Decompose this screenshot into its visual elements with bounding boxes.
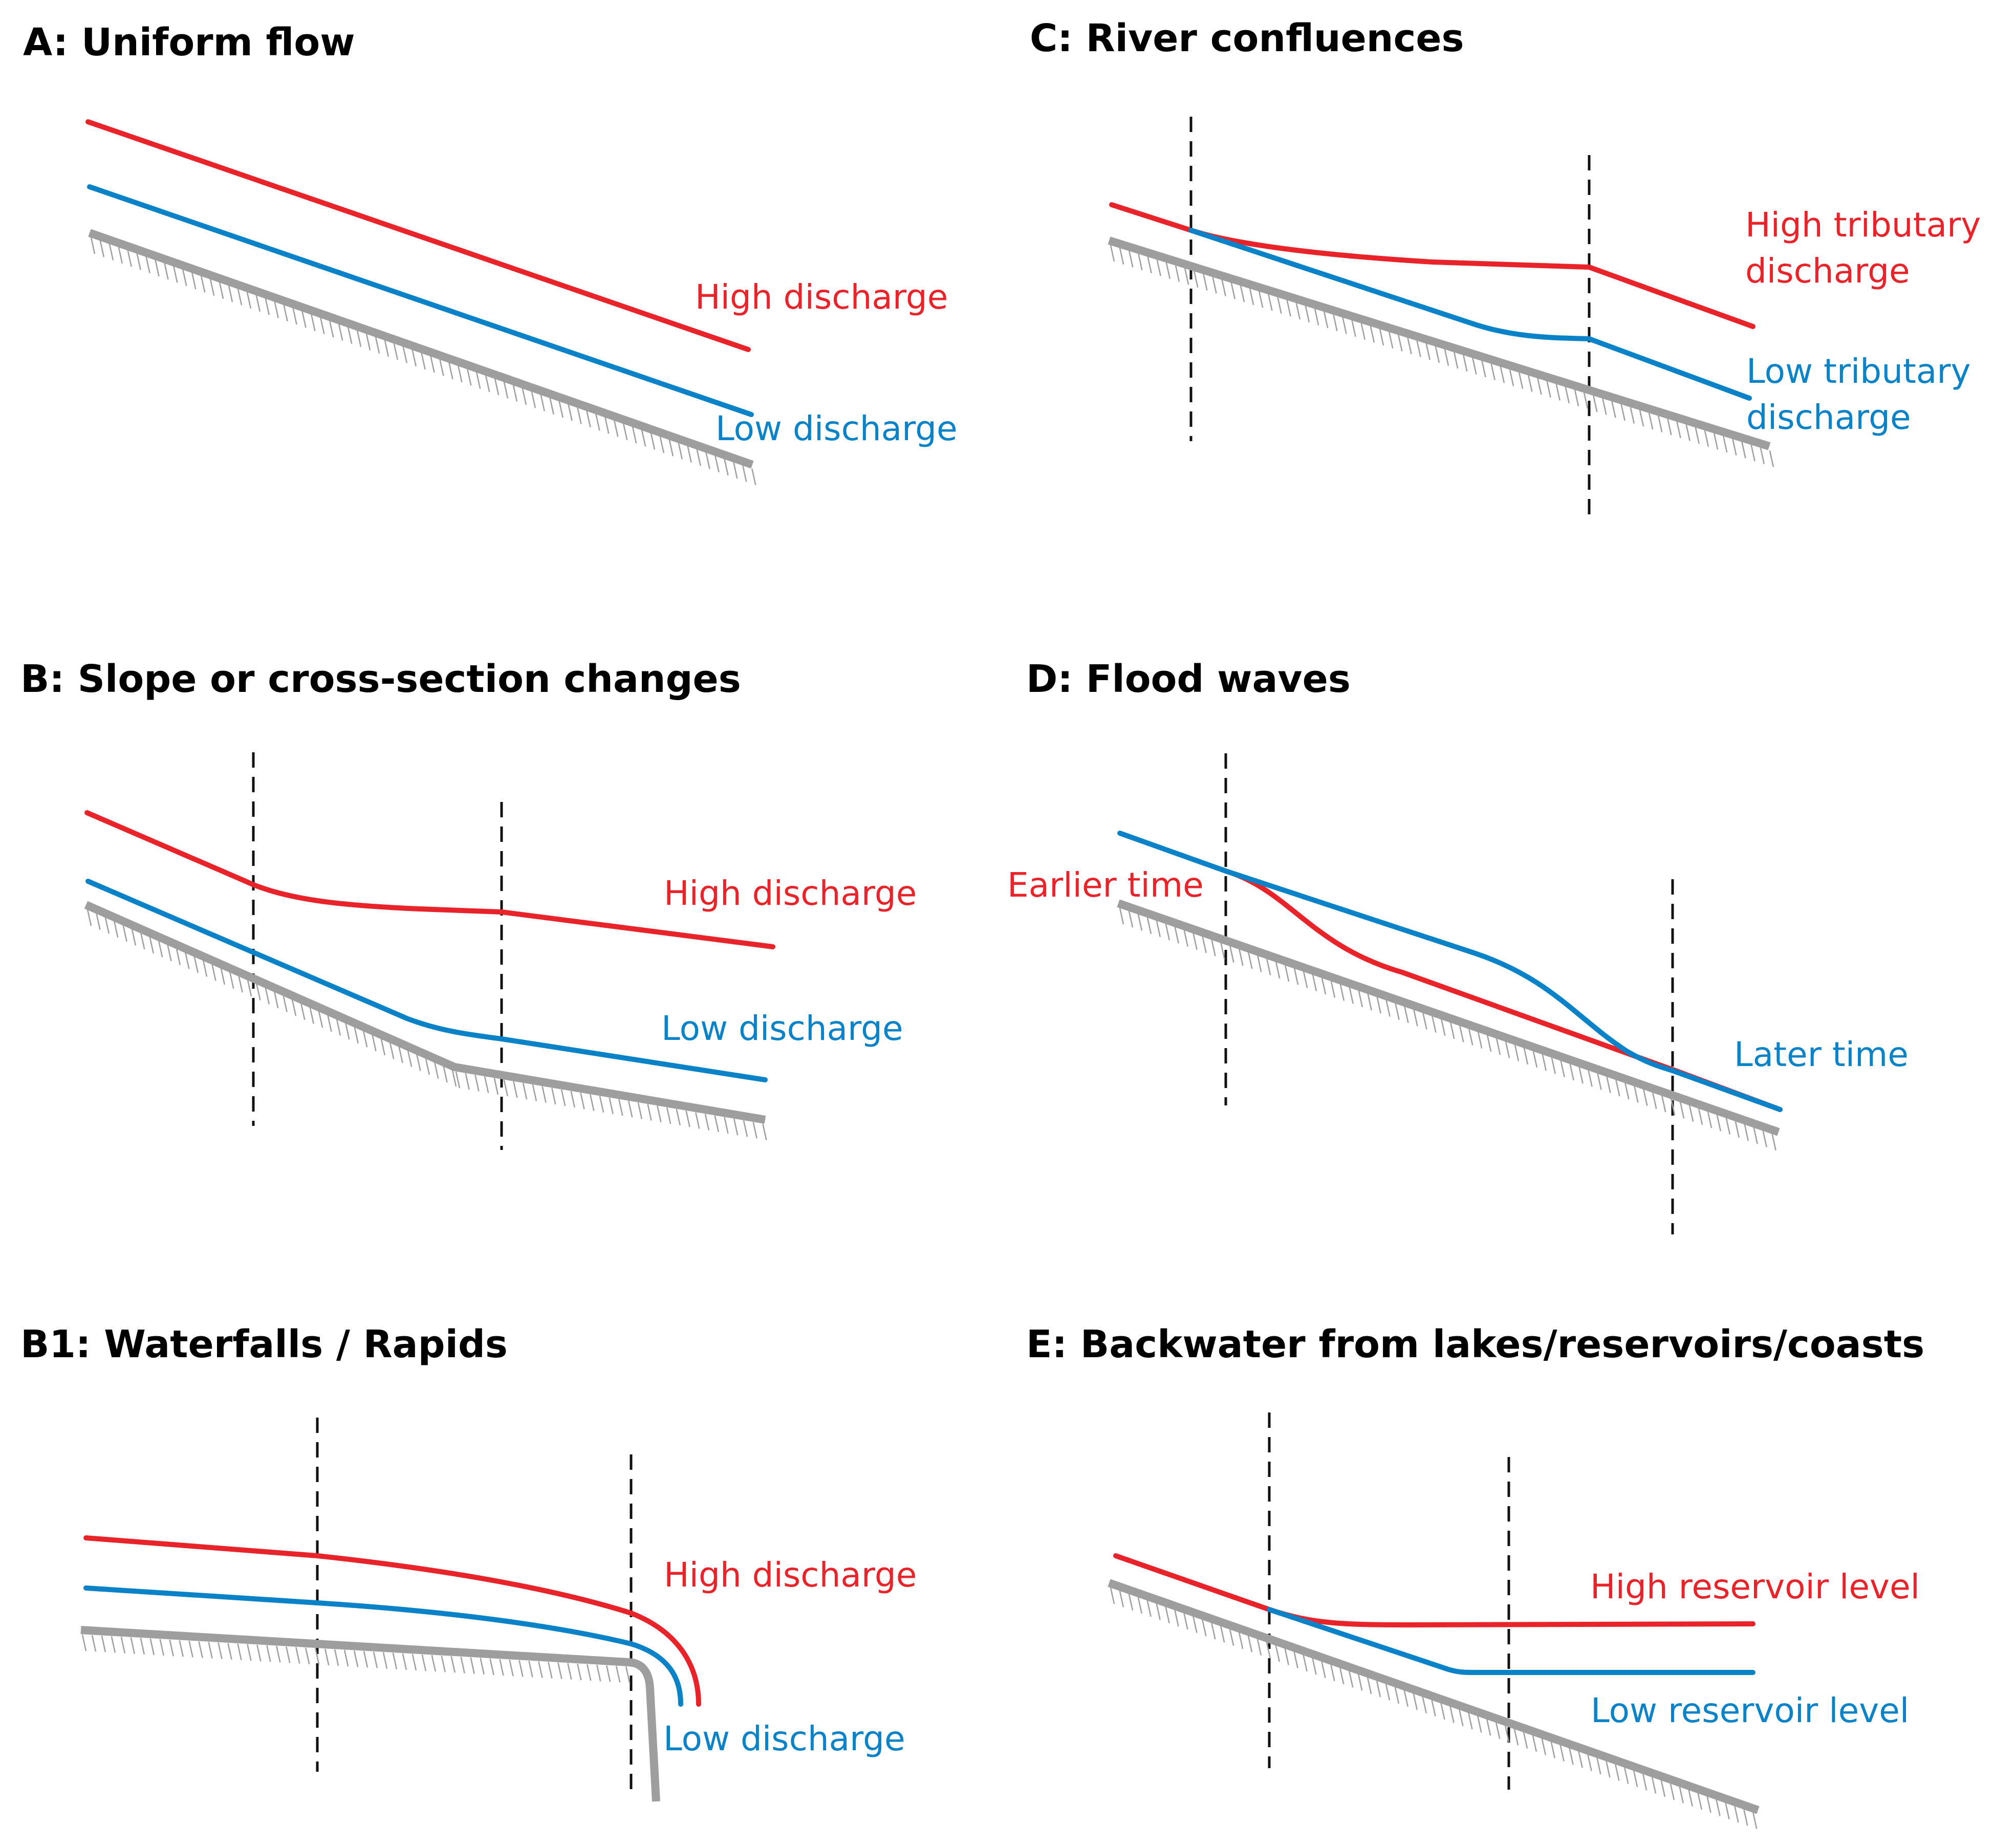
panel-a: A: Uniform flow High discharge Low disch… [23,20,958,485]
panel-b1-title: B1: Waterfalls / Rapids [20,1322,508,1366]
high-reservoir-level-label: High reservoir level [1590,1567,1920,1606]
low-discharge-label: Low discharge [716,409,958,448]
low-discharge-profile [83,1585,683,1707]
later-time-profile [1117,831,1783,1112]
panel-d: D: Flood waves Earlier time Later time [1007,657,1909,1234]
high-discharge-label: High discharge [695,277,948,317]
riverbed [1108,1579,1760,1829]
earlier-time-label: Earlier time [1007,865,1204,905]
low-reservoir-level-label: Low reservoir level [1591,1691,1909,1730]
panel-c-title: C: River confluences [1030,16,1464,60]
panel-b: B: Slope or cross-section changes High d… [20,657,917,1150]
panel-e: E: Backwater from lakes/reservoirs/coast… [1026,1322,1924,1829]
low-discharge-label: Low discharge [663,1719,905,1758]
low-discharge-label: Low discharge [661,1009,903,1048]
high-discharge-profile [84,810,775,949]
panel-e-title: E: Backwater from lakes/reservoirs/coast… [1026,1322,1924,1366]
low-discharge-profile [87,184,754,417]
low-tributary-discharge-profile [1188,228,1752,401]
earlier-time-profile [1223,868,1783,1112]
low-discharge-profile [85,879,768,1082]
riverbed [1117,899,1780,1150]
high-discharge-label: High discharge [664,874,917,913]
panel-d-title: D: Flood waves [1026,657,1351,701]
low-reservoir-level-profile [1267,1607,1755,1675]
panel-b-title: B: Slope or cross-section changes [20,657,741,701]
high-tributary-label: High tributary discharge [1745,205,1991,291]
panel-b1: B1: Waterfalls / Rapids High discharge L… [20,1322,917,1802]
high-discharge-label: High discharge [664,1555,917,1595]
panel-c: C: River confluences High tributary disc… [1030,16,1991,514]
riverbed [80,1626,660,1802]
later-time-label: Later time [1734,1035,1909,1074]
riverbed [1108,236,1774,467]
riverbed [88,229,756,485]
high-discharge-profile [83,1535,701,1707]
riverbed [84,901,767,1140]
panel-a-title: A: Uniform flow [23,20,355,64]
high-discharge-profile [85,119,751,352]
low-tributary-label: Low tributary discharge [1746,352,1982,437]
